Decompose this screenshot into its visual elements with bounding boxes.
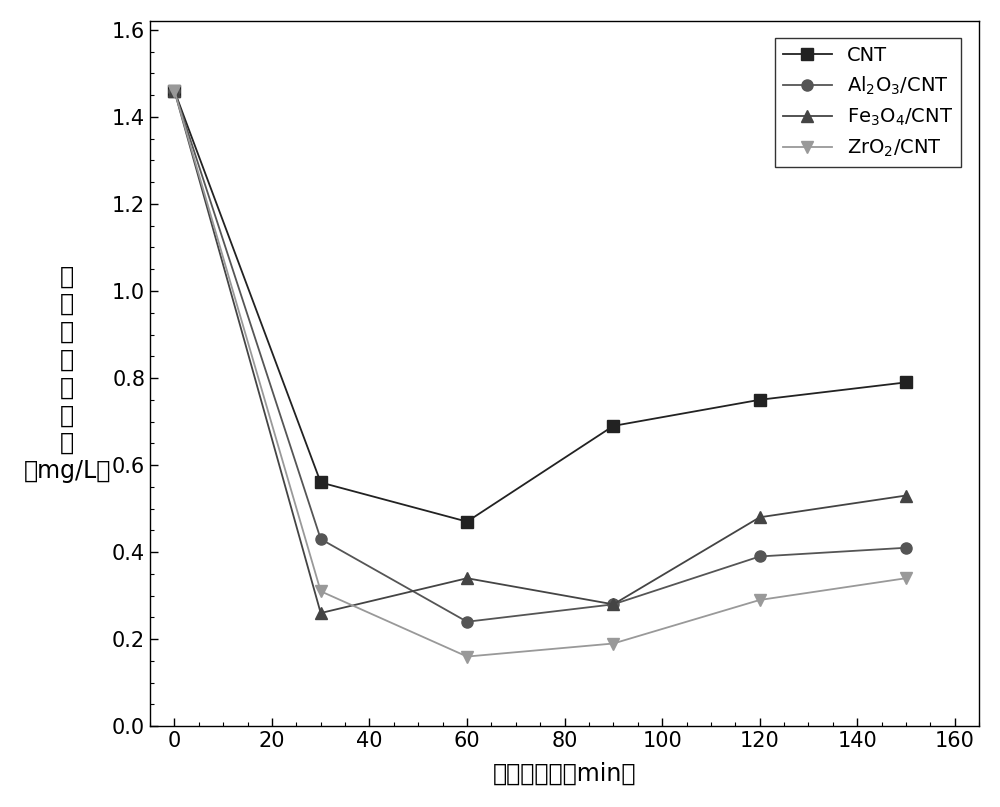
ZrO$_2$/CNT: [461, 652, 473, 662]
Al$_2$O$_3$/CNT: [315, 534, 327, 544]
Line: CNT: CNT: [169, 86, 912, 527]
Y-axis label: 氟
化
物
出
水
浓
度
（mg/L）: 氟 化 物 出 水 浓 度 （mg/L）: [23, 265, 111, 483]
ZrO$_2$/CNT: [900, 574, 912, 583]
Fe$_3$O$_4$/CNT: [754, 512, 766, 522]
Legend: CNT, Al$_2$O$_3$/CNT, Fe$_3$O$_4$/CNT, ZrO$_2$/CNT: CNT, Al$_2$O$_3$/CNT, Fe$_3$O$_4$/CNT, Z…: [775, 38, 961, 166]
CNT: [900, 378, 912, 387]
Fe$_3$O$_4$/CNT: [900, 491, 912, 500]
Line: Al$_2$O$_3$/CNT: Al$_2$O$_3$/CNT: [169, 86, 912, 627]
CNT: [315, 478, 327, 487]
CNT: [754, 395, 766, 404]
Fe$_3$O$_4$/CNT: [607, 600, 619, 609]
Fe$_3$O$_4$/CNT: [461, 574, 473, 583]
CNT: [168, 86, 180, 96]
Al$_2$O$_3$/CNT: [607, 600, 619, 609]
Line: Fe$_3$O$_4$/CNT: Fe$_3$O$_4$/CNT: [169, 86, 912, 619]
Fe$_3$O$_4$/CNT: [168, 86, 180, 96]
ZrO$_2$/CNT: [607, 638, 619, 648]
X-axis label: 电吸附时间（min）: 电吸附时间（min）: [493, 762, 636, 786]
ZrO$_2$/CNT: [315, 587, 327, 596]
Al$_2$O$_3$/CNT: [900, 543, 912, 553]
CNT: [607, 421, 619, 431]
ZrO$_2$/CNT: [754, 595, 766, 604]
Fe$_3$O$_4$/CNT: [315, 608, 327, 618]
Al$_2$O$_3$/CNT: [168, 86, 180, 96]
Al$_2$O$_3$/CNT: [754, 552, 766, 562]
Al$_2$O$_3$/CNT: [461, 617, 473, 626]
ZrO$_2$/CNT: [168, 86, 180, 96]
Line: ZrO$_2$/CNT: ZrO$_2$/CNT: [169, 86, 912, 662]
CNT: [461, 516, 473, 526]
